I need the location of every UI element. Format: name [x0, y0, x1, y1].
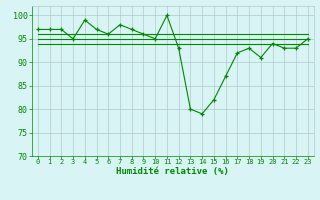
- X-axis label: Humidité relative (%): Humidité relative (%): [116, 167, 229, 176]
